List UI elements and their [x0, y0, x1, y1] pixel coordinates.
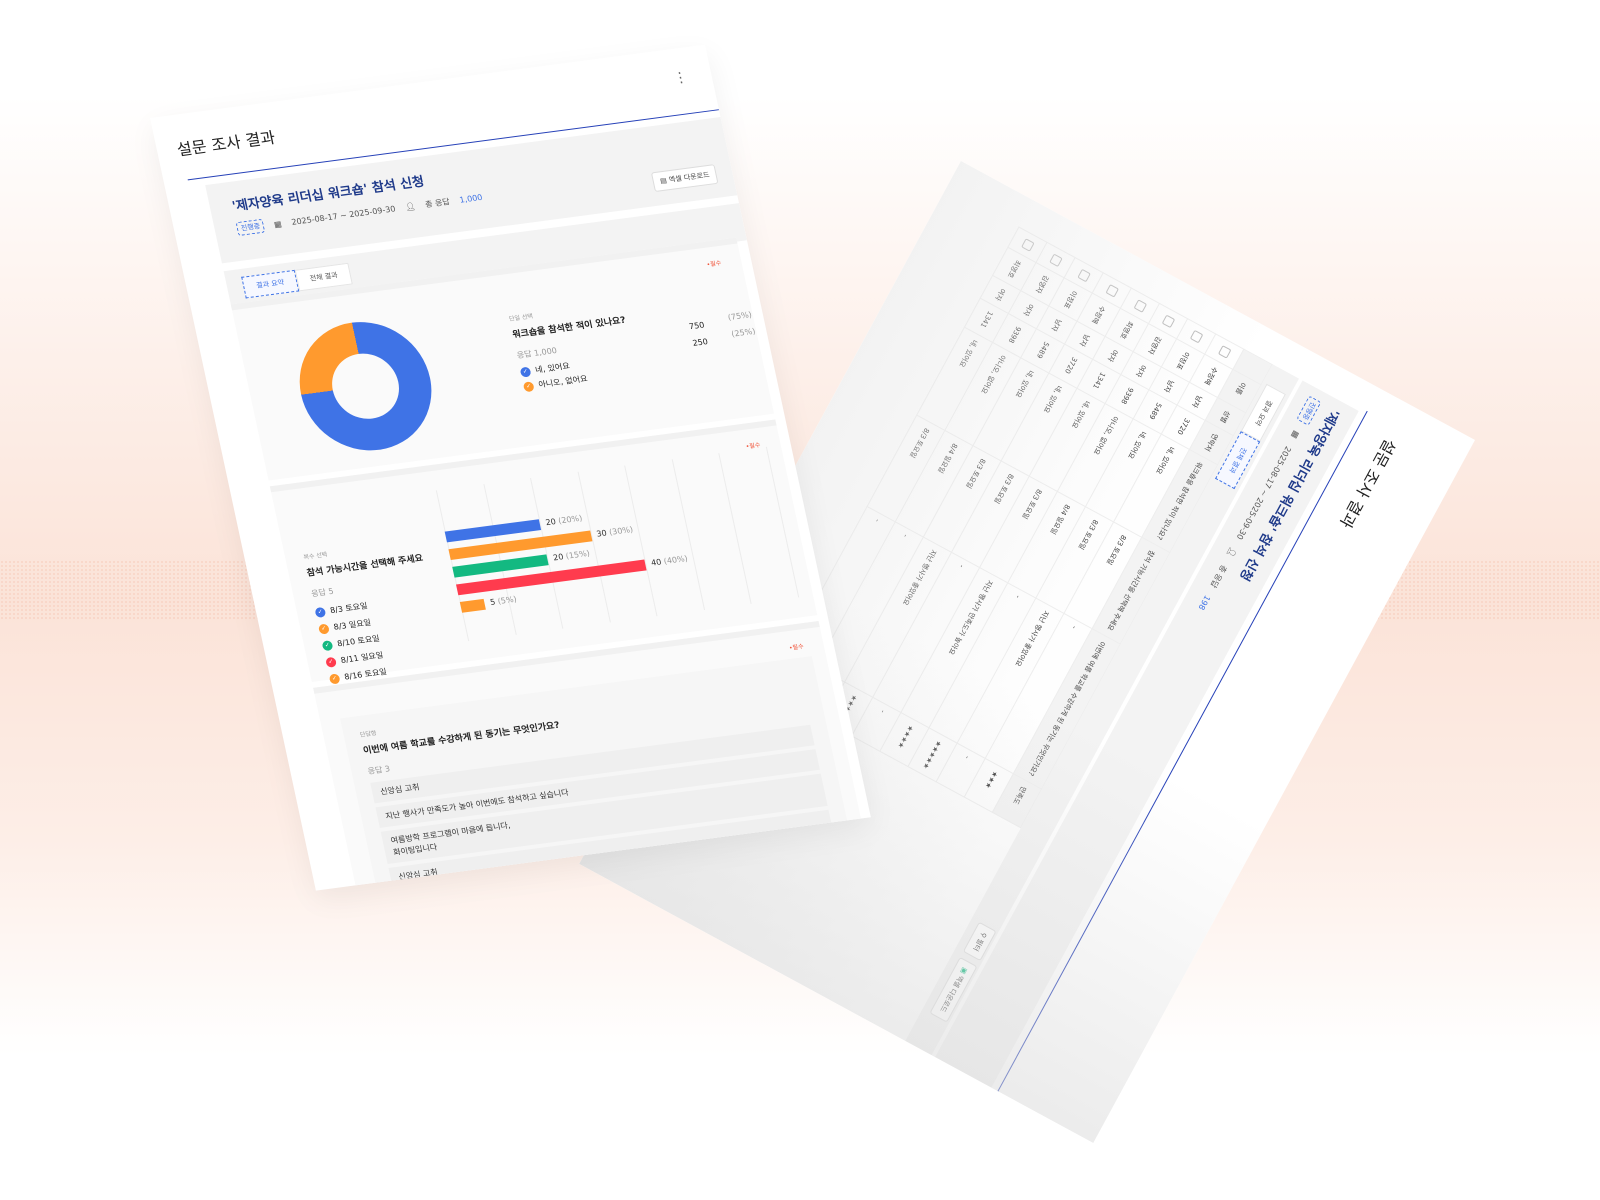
date-range: 2025-08-17 ~ 2025-09-30: [290, 203, 397, 227]
required-label: •필수: [706, 259, 723, 269]
option-label: 아니오, 없어요: [537, 374, 589, 390]
calendar-icon: ▦: [273, 218, 283, 229]
required-label: •필수: [745, 441, 762, 451]
check-icon: ✓: [324, 656, 337, 668]
legend-label: 8/3 일요일: [332, 617, 372, 632]
bar-percent: (20%): [557, 513, 584, 526]
grid-line: [577, 471, 611, 623]
bar-percent: (40%): [662, 553, 689, 566]
check-icon: ✓: [519, 366, 532, 378]
row-checkbox[interactable]: [1162, 314, 1176, 329]
legend-label: 8/3 토요일: [329, 601, 369, 616]
check-icon: ✓: [321, 639, 334, 651]
total-count: 1,000: [458, 192, 484, 205]
grid-line: [624, 465, 658, 617]
total-count: 198: [1196, 593, 1213, 612]
bar-label: 20 (15%): [552, 549, 590, 563]
row-checkbox[interactable]: [1049, 253, 1064, 268]
bar: [459, 598, 486, 613]
row-checkbox[interactable]: [1021, 238, 1036, 253]
check-icon: ✓: [314, 606, 327, 618]
bar-label: 40 (40%): [650, 554, 688, 568]
calendar-icon: ▦: [1289, 429, 1302, 441]
bar-percent: (15%): [564, 548, 591, 561]
grid-line: [671, 459, 705, 611]
donut-chart: [287, 314, 444, 459]
tab-summary[interactable]: 결과 요약: [241, 269, 300, 299]
status-badge: 진행중: [235, 218, 266, 237]
total-label: 총 응답: [424, 196, 451, 209]
person-icon: 👤︎: [1225, 545, 1239, 559]
bar-percent: (5%): [496, 594, 518, 606]
legend-label: 8/11 일요일: [339, 650, 385, 665]
required-label: •필수: [788, 643, 805, 652]
tab-all-results[interactable]: 전체 결과: [294, 262, 353, 292]
total-label: 총 응답: [1209, 563, 1229, 590]
legend-label: 8/10 토요일: [336, 633, 381, 649]
row-checkbox[interactable]: [1077, 269, 1092, 283]
bar-label: 5 (5%): [489, 595, 517, 607]
row-checkbox[interactable]: [1105, 284, 1120, 298]
person-icon: 👤︎: [404, 201, 417, 212]
row-checkbox[interactable]: [1134, 299, 1148, 314]
check-icon: ✓: [522, 380, 535, 392]
page-title: 설문 조사 결과: [175, 127, 277, 160]
grid-line: [718, 453, 752, 604]
check-icon: ✓: [328, 672, 341, 684]
bar-label: 20 (20%): [545, 514, 583, 528]
row-checkbox[interactable]: [1218, 345, 1232, 359]
row-checkbox[interactable]: [1190, 330, 1204, 344]
status-badge: 진행중: [1296, 395, 1322, 427]
grid-line: [765, 446, 799, 598]
option-label: 네, 있어요: [534, 361, 571, 375]
bar-percent: (30%): [608, 524, 634, 537]
bar-label: 30 (30%): [596, 525, 634, 539]
check-icon: ✓: [317, 623, 330, 635]
more-menu-icon[interactable]: ⋮: [671, 69, 690, 87]
